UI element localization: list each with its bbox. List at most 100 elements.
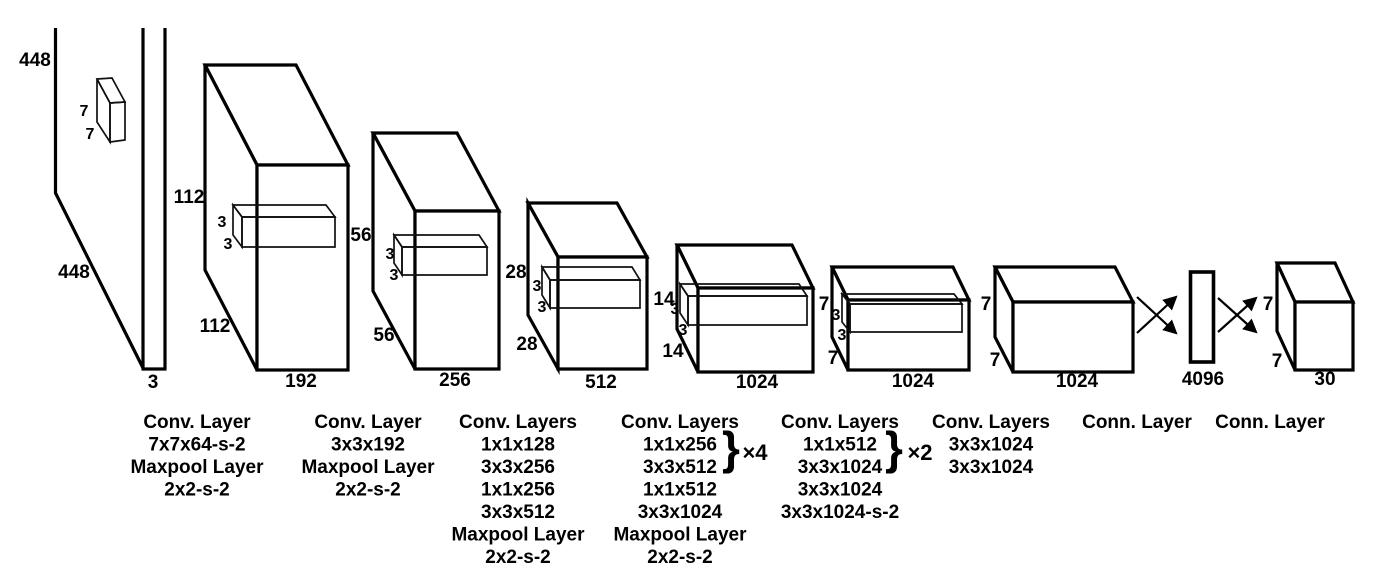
input-plane-left-edge <box>53 28 145 369</box>
fc-vector: 4096 <box>1182 270 1224 390</box>
block-4-height-label: 14 <box>653 289 675 310</box>
block-2-width-label: 56 <box>373 325 394 346</box>
caption-conv-block-2: Conv. Layer 3x3x192 Maxpool Layer 2x2-s-… <box>301 412 435 501</box>
caption-conn-layer-2: Conn. Layer <box>1215 412 1325 433</box>
conv-block-1-kernel-box <box>231 202 337 250</box>
block-6-width-label: 7 <box>990 350 1001 371</box>
caption-line: Maxpool Layer <box>451 525 585 546</box>
caption-line: Conn. Layer <box>1215 412 1325 433</box>
caption-line: 3x3x512 <box>643 457 717 478</box>
caption-line: 3x3x1024 <box>949 457 1034 478</box>
input-plane-slab <box>141 28 167 371</box>
caption-line: 1x1x128 <box>481 435 555 456</box>
fc-arrows-2 <box>1217 296 1258 334</box>
caption-line: Conv. Layer <box>143 412 251 433</box>
conv-block-3: 28 3 3 28 512 <box>505 196 650 393</box>
fc-vector-units-label: 4096 <box>1182 369 1224 390</box>
conv-block-5: 7 3 3 7 1024 <box>819 265 972 392</box>
caption-line: Maxpool Layer <box>613 525 747 546</box>
input-kernel-w-label: 7 <box>86 126 95 143</box>
conv-block-2: 56 3 3 56 256 <box>350 131 502 391</box>
repeat-brace: } <box>722 422 740 474</box>
block-6-height-label: 7 <box>981 294 992 315</box>
caption-line: Conv. Layers <box>621 412 739 433</box>
block-2-height-label: 56 <box>350 225 371 246</box>
input-kernel-box <box>95 77 127 145</box>
block-5-kernel-h-label: 3 <box>832 307 841 324</box>
caption-line: Conv. Layers <box>459 412 577 433</box>
block-5-kernel-w-label: 3 <box>838 327 847 344</box>
caption-line: 2x2-s-2 <box>485 547 551 568</box>
conv-block-2-kernel-box <box>392 232 489 278</box>
block-1-width-label: 112 <box>200 316 231 337</box>
caption-line: 3x3x1024 <box>798 457 883 478</box>
caption-line: 3x3x1024-s-2 <box>781 502 899 523</box>
caption-line: 2x2-s-2 <box>335 480 401 501</box>
conv-block-1: 112 3 3 112 192 <box>174 63 351 392</box>
output-width-label: 7 <box>1272 351 1283 372</box>
input-width-label: 448 <box>58 262 90 283</box>
caption-line: 1x1x512 <box>643 480 717 501</box>
caption-line: 2x2-s-2 <box>164 480 230 501</box>
caption-line: 1x1x256 <box>481 480 555 501</box>
output-channels-label: 30 <box>1314 369 1335 390</box>
repeat-brace: } <box>885 422 903 474</box>
block-1-channels-label: 192 <box>285 371 317 392</box>
fc-arrows-1 <box>1136 295 1178 335</box>
input-height-label: 448 <box>19 50 51 71</box>
block-3-kernel-h-label: 3 <box>533 278 542 295</box>
caption-line: Maxpool Layer <box>301 457 435 478</box>
caption-line: Conv. Layers <box>932 412 1050 433</box>
caption-line: Conn. Layer <box>1082 412 1192 433</box>
caption-line: 1x1x512 <box>803 435 877 456</box>
input-kernel-h-label: 7 <box>80 103 89 120</box>
block-2-kernel-h-label: 3 <box>386 246 395 263</box>
output-tensor: 7 7 30 <box>1263 261 1356 390</box>
block-1-kernel-h-label: 3 <box>218 214 227 231</box>
caption-line: 3x3x512 <box>481 502 555 523</box>
block-5-channels-label: 1024 <box>892 371 935 392</box>
caption-line: 7x7x64-s-2 <box>148 435 245 456</box>
block-3-channels-label: 512 <box>585 372 617 393</box>
block-5-width-label: 7 <box>828 348 839 369</box>
caption-line: 3x3x256 <box>481 457 555 478</box>
caption-line: Maxpool Layer <box>130 457 264 478</box>
output-height-label: 7 <box>1263 294 1274 315</box>
caption-conv-block-4: Conv. Layers 1x1x256 3x3x512 1x1x512 3x3… <box>613 412 768 568</box>
block-5-height-label: 7 <box>819 294 830 315</box>
block-4-channels-label: 1024 <box>736 372 779 393</box>
block-3-kernel-w-label: 3 <box>538 299 547 316</box>
block-4-kernel-h-label: 3 <box>671 301 680 318</box>
block-2-channels-label: 256 <box>439 370 471 391</box>
conv-block-4: 14 3 3 14 1024 <box>653 243 816 393</box>
caption-line: 3x3x192 <box>331 435 405 456</box>
block-3-height-label: 28 <box>505 262 526 283</box>
block-1-height-label: 112 <box>174 187 205 208</box>
repeat-count-label: ×4 <box>742 440 768 465</box>
block-2-kernel-w-label: 3 <box>390 267 399 284</box>
caption-line: 3x3x1024 <box>638 502 723 523</box>
repeat-count-label: ×2 <box>907 440 932 465</box>
conv-block-5-kernel-box <box>840 291 964 335</box>
input-channels-label: 3 <box>148 372 159 393</box>
caption-conv-block-3: Conv. Layers 1x1x128 3x3x256 1x1x256 3x3… <box>451 412 585 568</box>
caption-line: 3x3x1024 <box>949 435 1034 456</box>
caption-line: Conv. Layers <box>781 412 899 433</box>
block-3-width-label: 28 <box>516 334 537 355</box>
caption-conv-block-1: Conv. Layer 7x7x64-s-2 Maxpool Layer 2x2… <box>130 412 264 501</box>
block-4-width-label: 14 <box>662 341 684 362</box>
block-1-kernel-w-label: 3 <box>224 236 233 253</box>
caption-conv-block-5: Conv. Layers 1x1x512 3x3x1024 3x3x1024 3… <box>781 412 933 523</box>
block-4-kernel-w-label: 3 <box>679 322 688 339</box>
conv-block-6: 7 7 1024 <box>981 265 1136 392</box>
caption-line: 1x1x256 <box>643 435 717 456</box>
conv-block-4-kernel-box <box>678 281 809 328</box>
caption-line: 2x2-s-2 <box>647 547 713 568</box>
caption-conn-layer-1: Conn. Layer <box>1082 412 1192 433</box>
input-image-plane: 448 7 7 448 3 <box>19 28 167 393</box>
caption-line: 3x3x1024 <box>798 480 883 501</box>
caption-conv-block-6: Conv. Layers 3x3x1024 3x3x1024 <box>932 412 1050 478</box>
caption-line: Conv. Layer <box>314 412 422 433</box>
